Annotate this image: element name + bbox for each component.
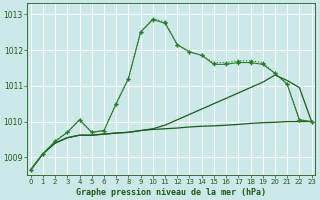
X-axis label: Graphe pression niveau de la mer (hPa): Graphe pression niveau de la mer (hPa) [76, 188, 266, 197]
